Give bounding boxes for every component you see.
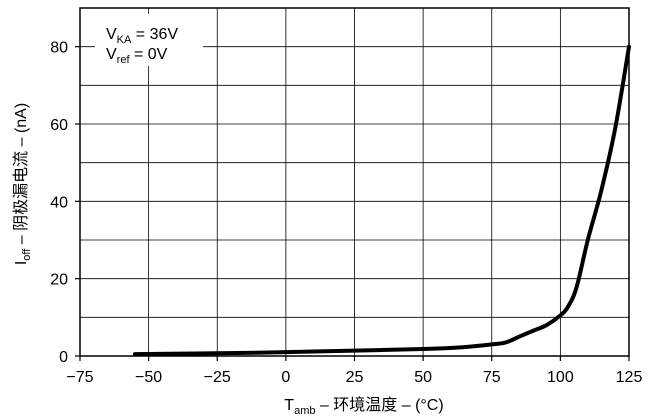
ticks: −75 −50 −25 0 25 50 75 100 125 0 20 40 60 80 [50,40,642,386]
x-tick-label: 100 [547,369,574,386]
y-tick-label: 80 [50,40,68,57]
y-tick-label: 60 [50,117,68,134]
x-tick-label: 0 [281,369,290,386]
x-axis-label-sub: amb [294,405,315,417]
x-tick-label: −50 [135,369,162,386]
grid [80,8,629,356]
series [132,44,631,357]
x-tick-label: −25 [204,369,231,386]
annotation-vref-main: V [106,46,117,63]
annotation-vref: Vref = 0V [106,46,168,66]
y-axis-label: Ioff – 阴极漏电流 – (nA) [12,103,33,265]
annotation-vka-main: V [106,26,117,43]
y-tick-label: 0 [59,349,68,366]
x-axis-label-rest: – 环境温度 – (°C) [315,395,443,414]
x-tick-label: 50 [414,369,432,386]
annotation-vref-rest: = 0V [130,46,168,63]
x-tick-label: 25 [346,369,364,386]
x-tick-label: 125 [616,369,643,386]
x-tick-label: −75 [66,369,93,386]
y-tick-label: 20 [50,272,68,289]
annotation-vka-sub: KA [117,34,132,46]
y-axis-label-main: I [13,261,30,265]
x-axis-label: Tamb – 环境温度 – (°C) [284,395,443,417]
annotation-vka-rest: = 36V [131,26,178,43]
y-axis-label-sub: off [21,248,33,261]
y-axis-label-rest: – 阴极漏电流 – (nA) [12,103,30,249]
series-line [132,44,631,357]
y-tick-label: 40 [50,194,68,211]
annotation-vka: VKA = 36V [106,26,178,46]
annotation-vref-sub: ref [117,54,131,66]
x-tick-label: 75 [483,369,501,386]
annotation-box [95,14,203,66]
x-axis-label-main: T [284,397,294,414]
